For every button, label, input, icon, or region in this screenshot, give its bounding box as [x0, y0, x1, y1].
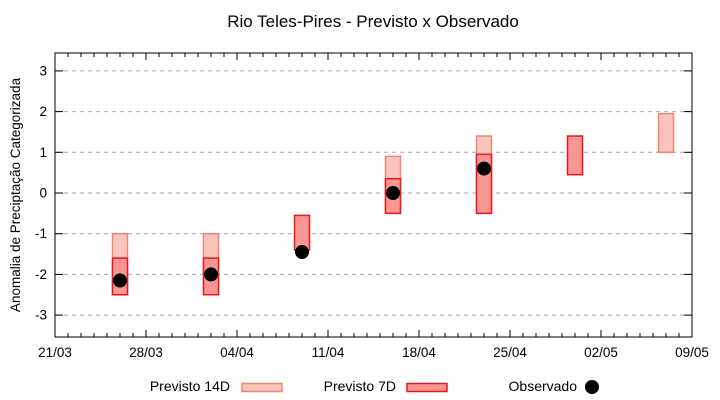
observado-dot: [477, 161, 491, 176]
legend: Previsto 14D Previsto 7D Observado: [150, 378, 599, 394]
y-tick-label: -1: [35, 226, 47, 241]
bar-previsto-14d: [657, 112, 675, 154]
observado-dot: [113, 273, 127, 288]
x-tick-label: 28/03: [129, 345, 163, 360]
y-tick-label: -3: [35, 308, 47, 323]
forecast-bars: [111, 112, 675, 296]
previsto-7d-swatch-icon: [406, 382, 448, 393]
observed-dots: [113, 161, 491, 288]
bar-previsto-7d: [566, 135, 584, 176]
y-tick-label: 2: [39, 104, 47, 119]
observado-dot: [386, 186, 400, 200]
observado-dot: [295, 245, 309, 260]
tick-labels: 3 2 1 0 -1 -2 -3 21/03 28/03 04/04 11/04 18/04 25/04…: [35, 63, 709, 360]
y-tick-label: 3: [39, 63, 47, 78]
bar-previsto-7d: [293, 214, 311, 251]
axes: [54, 52, 693, 338]
x-tick-label: 04/04: [220, 345, 254, 360]
gridlines: [56, 70, 691, 316]
previsto-14d-swatch-icon: [241, 382, 283, 393]
observado-dot-icon: [585, 380, 599, 394]
y-tick-label: -2: [35, 267, 47, 282]
plot-border: [54, 52, 693, 338]
x-tick-label: 09/05: [675, 345, 709, 360]
legend-label-observado: Observado: [509, 378, 578, 394]
y-axis-label: Anomalia de Preciptação Categorizada: [8, 77, 23, 312]
observado-dot: [204, 267, 218, 282]
x-tick-label: 21/03: [38, 345, 72, 360]
legend-label-previsto-14d: Previsto 14D: [150, 378, 230, 394]
x-tick-label: 11/04: [312, 345, 345, 360]
chart-title: Rio Teles-Pires - Previsto x Observado: [227, 12, 519, 31]
y-tick-label: 1: [39, 145, 47, 160]
x-tick-label: 18/04: [402, 345, 436, 360]
x-tick-label: 25/04: [493, 345, 527, 360]
legend-label-previsto-7d: Previsto 7D: [324, 378, 396, 394]
x-tick-label: 02/05: [584, 345, 618, 360]
y-tick-label: 0: [39, 186, 47, 201]
